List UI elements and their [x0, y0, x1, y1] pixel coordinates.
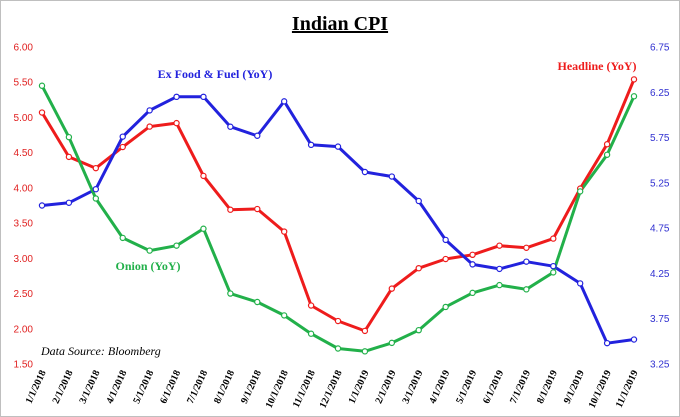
data-point	[92, 185, 100, 193]
data-source-note: Data Source: Bloomberg	[40, 344, 161, 358]
data-point	[630, 76, 638, 83]
data-point	[415, 264, 422, 272]
data-point	[254, 298, 261, 306]
data-point	[227, 123, 234, 130]
data-point	[280, 312, 288, 319]
right-tick-label: 4.25	[650, 269, 670, 280]
series-label-onion: Onion (YoY)	[115, 259, 180, 273]
series-label-headline: Headline (YoY)	[558, 59, 637, 73]
data-point	[38, 109, 46, 116]
data-point	[173, 119, 180, 127]
data-point	[38, 82, 46, 89]
data-point	[523, 244, 530, 251]
data-point	[200, 172, 207, 180]
data-point	[173, 242, 180, 249]
data-point	[146, 107, 153, 114]
data-point	[119, 133, 126, 140]
left-tick-label: 2.50	[14, 289, 34, 300]
data-point	[334, 317, 342, 325]
data-point	[496, 242, 503, 249]
data-point	[469, 289, 476, 297]
data-point	[523, 258, 530, 265]
data-point	[254, 205, 261, 213]
data-point	[523, 286, 530, 293]
data-point	[496, 281, 503, 289]
right-axis-ticks: 3.25 3.75 4.25 4.75 5.25 5.75 6.25 6.75	[650, 43, 670, 371]
left-tick-label: 2.00	[14, 324, 34, 335]
data-point	[227, 290, 234, 297]
data-point	[603, 141, 611, 148]
data-point	[200, 225, 207, 232]
data-point	[361, 327, 369, 335]
data-point	[630, 93, 638, 100]
data-point	[334, 143, 342, 150]
right-tick-label: 3.75	[650, 314, 670, 325]
data-point	[469, 261, 476, 268]
right-tick-label: 6.25	[650, 88, 670, 99]
left-tick-label: 5.50	[14, 78, 34, 89]
data-point	[146, 247, 153, 254]
right-tick-label: 3.25	[650, 360, 670, 371]
data-point	[146, 123, 153, 130]
data-point	[442, 236, 449, 244]
right-tick-label: 5.25	[650, 178, 670, 189]
data-point	[92, 164, 100, 172]
data-point	[361, 168, 369, 176]
data-point	[603, 339, 611, 347]
data-point	[65, 199, 73, 206]
data-point	[442, 303, 449, 311]
data-point	[173, 93, 180, 101]
right-tick-label: 6.75	[650, 43, 670, 54]
data-point	[388, 173, 396, 180]
data-point	[576, 188, 584, 195]
left-tick-label: 1.50	[14, 360, 34, 371]
data-point	[307, 141, 315, 149]
left-tick-label: 6.00	[14, 43, 34, 54]
series-label-ex-food-fuel: Ex Food & Fuel (YoY)	[158, 67, 273, 81]
data-point	[307, 302, 315, 309]
data-point	[630, 336, 638, 343]
data-point	[603, 151, 611, 158]
data-point	[280, 98, 288, 105]
left-tick-label: 4.50	[14, 148, 34, 159]
data-point	[280, 228, 288, 235]
data-point	[415, 326, 422, 334]
data-point	[361, 348, 369, 355]
data-point	[65, 153, 73, 161]
data-point	[469, 251, 476, 259]
data-point	[119, 143, 126, 151]
data-point	[415, 197, 422, 205]
data-point	[254, 132, 261, 139]
left-axis-ticks: 1.50 2.00 2.50 3.00 3.50 4.00 4.50 5.00 5.50 6.00	[14, 43, 34, 371]
data-point	[550, 235, 557, 242]
data-point	[92, 195, 100, 202]
data-point	[576, 280, 584, 287]
data-point	[38, 202, 46, 209]
data-point	[200, 93, 207, 101]
right-tick-label: 4.75	[650, 224, 670, 235]
right-tick-label: 5.75	[650, 133, 670, 144]
data-point	[388, 285, 396, 292]
data-point	[442, 255, 449, 263]
data-point	[550, 262, 557, 270]
data-point	[496, 265, 503, 273]
data-point	[119, 234, 126, 242]
left-tick-label: 4.00	[14, 183, 34, 194]
data-point	[65, 133, 73, 141]
left-tick-label: 3.00	[14, 254, 34, 265]
series-points	[38, 76, 638, 355]
data-point	[550, 269, 557, 276]
data-point	[307, 330, 315, 337]
data-point	[227, 206, 234, 213]
data-point	[334, 345, 342, 352]
data-point	[388, 339, 396, 347]
left-tick-label: 5.00	[14, 113, 34, 124]
chart-title: Indian CPI	[292, 13, 388, 35]
left-tick-label: 3.50	[14, 219, 34, 230]
